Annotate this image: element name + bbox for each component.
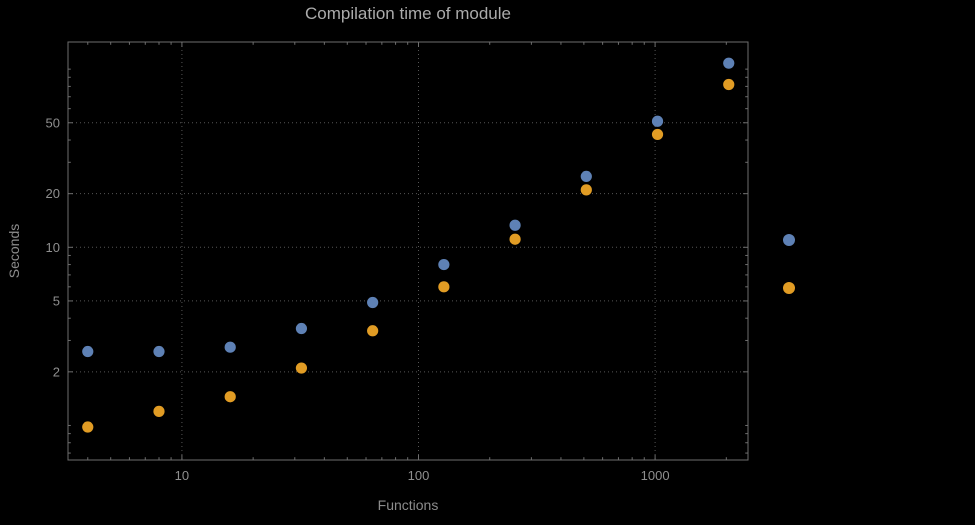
data-point-series-1 [367, 296, 379, 309]
data-point-series-1 [509, 219, 521, 231]
data-point-series-2 [509, 233, 521, 245]
data-point-series-2 [367, 325, 379, 337]
chart-title: Compilation time of module [305, 4, 511, 23]
data-point-series-1 [82, 345, 94, 358]
data-point-series-1 [651, 115, 664, 127]
x-tick-label: 10 [175, 468, 189, 483]
y-tick-label: 50 [46, 115, 60, 130]
y-axis-label: Seconds [6, 223, 22, 279]
y-tick-label: 10 [46, 240, 60, 255]
x-tick-label: 100 [408, 468, 430, 483]
y-tick-label: 2 [53, 364, 60, 379]
plot-frame [67, 41, 749, 461]
data-point-series-2 [153, 405, 165, 417]
data-point-series-2 [651, 128, 664, 141]
y-tick-label: 20 [46, 186, 60, 201]
data-point-series-1 [580, 170, 592, 183]
data-point-series-2 [82, 421, 94, 433]
legend-marker-series-1 [783, 234, 795, 246]
data-point-series-2 [224, 391, 236, 403]
data-point-series-1 [438, 258, 450, 271]
x-axis-label: Functions [377, 497, 439, 513]
x-tick-label: 1000 [641, 468, 670, 483]
data-point-series-2 [295, 362, 308, 374]
y-tick-label: 5 [53, 293, 60, 308]
legend-marker-series-2 [783, 282, 795, 294]
data-point-series-2 [723, 78, 735, 91]
data-point-series-2 [580, 184, 592, 196]
data-point-series-1 [295, 322, 308, 335]
data-point-series-1 [224, 341, 236, 353]
data-point-series-1 [723, 57, 735, 69]
data-point-series-2 [438, 281, 450, 293]
data-point-series-1 [153, 345, 165, 358]
